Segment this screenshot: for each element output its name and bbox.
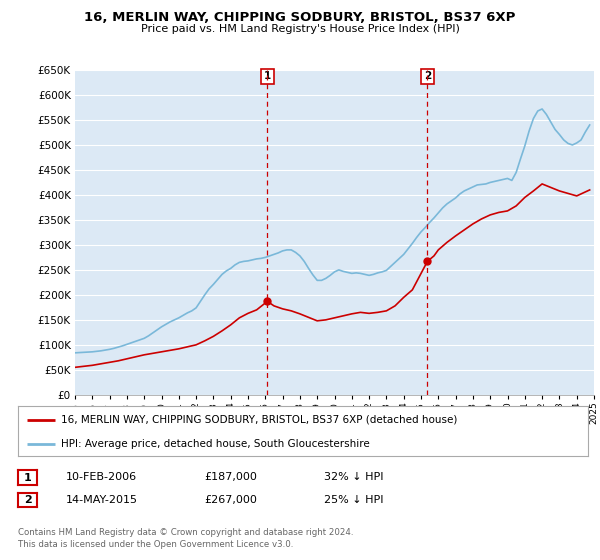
Text: 16, MERLIN WAY, CHIPPING SODBURY, BRISTOL, BS37 6XP (detached house): 16, MERLIN WAY, CHIPPING SODBURY, BRISTO… [61, 414, 457, 424]
Text: 2: 2 [424, 72, 431, 82]
Text: This data is licensed under the Open Government Licence v3.0.: This data is licensed under the Open Gov… [18, 540, 293, 549]
Text: £267,000: £267,000 [204, 494, 257, 505]
Text: 14-MAY-2015: 14-MAY-2015 [66, 494, 138, 505]
Text: 10-FEB-2006: 10-FEB-2006 [66, 472, 137, 482]
Text: 25% ↓ HPI: 25% ↓ HPI [324, 494, 383, 505]
Text: Contains HM Land Registry data © Crown copyright and database right 2024.: Contains HM Land Registry data © Crown c… [18, 528, 353, 536]
Text: 2: 2 [24, 495, 31, 505]
Text: 16, MERLIN WAY, CHIPPING SODBURY, BRISTOL, BS37 6XP: 16, MERLIN WAY, CHIPPING SODBURY, BRISTO… [85, 11, 515, 24]
Text: Price paid vs. HM Land Registry's House Price Index (HPI): Price paid vs. HM Land Registry's House … [140, 24, 460, 34]
Text: 32% ↓ HPI: 32% ↓ HPI [324, 472, 383, 482]
Text: 1: 1 [264, 72, 271, 82]
Text: HPI: Average price, detached house, South Gloucestershire: HPI: Average price, detached house, Sout… [61, 439, 370, 449]
Text: 1: 1 [24, 473, 31, 483]
Text: £187,000: £187,000 [204, 472, 257, 482]
